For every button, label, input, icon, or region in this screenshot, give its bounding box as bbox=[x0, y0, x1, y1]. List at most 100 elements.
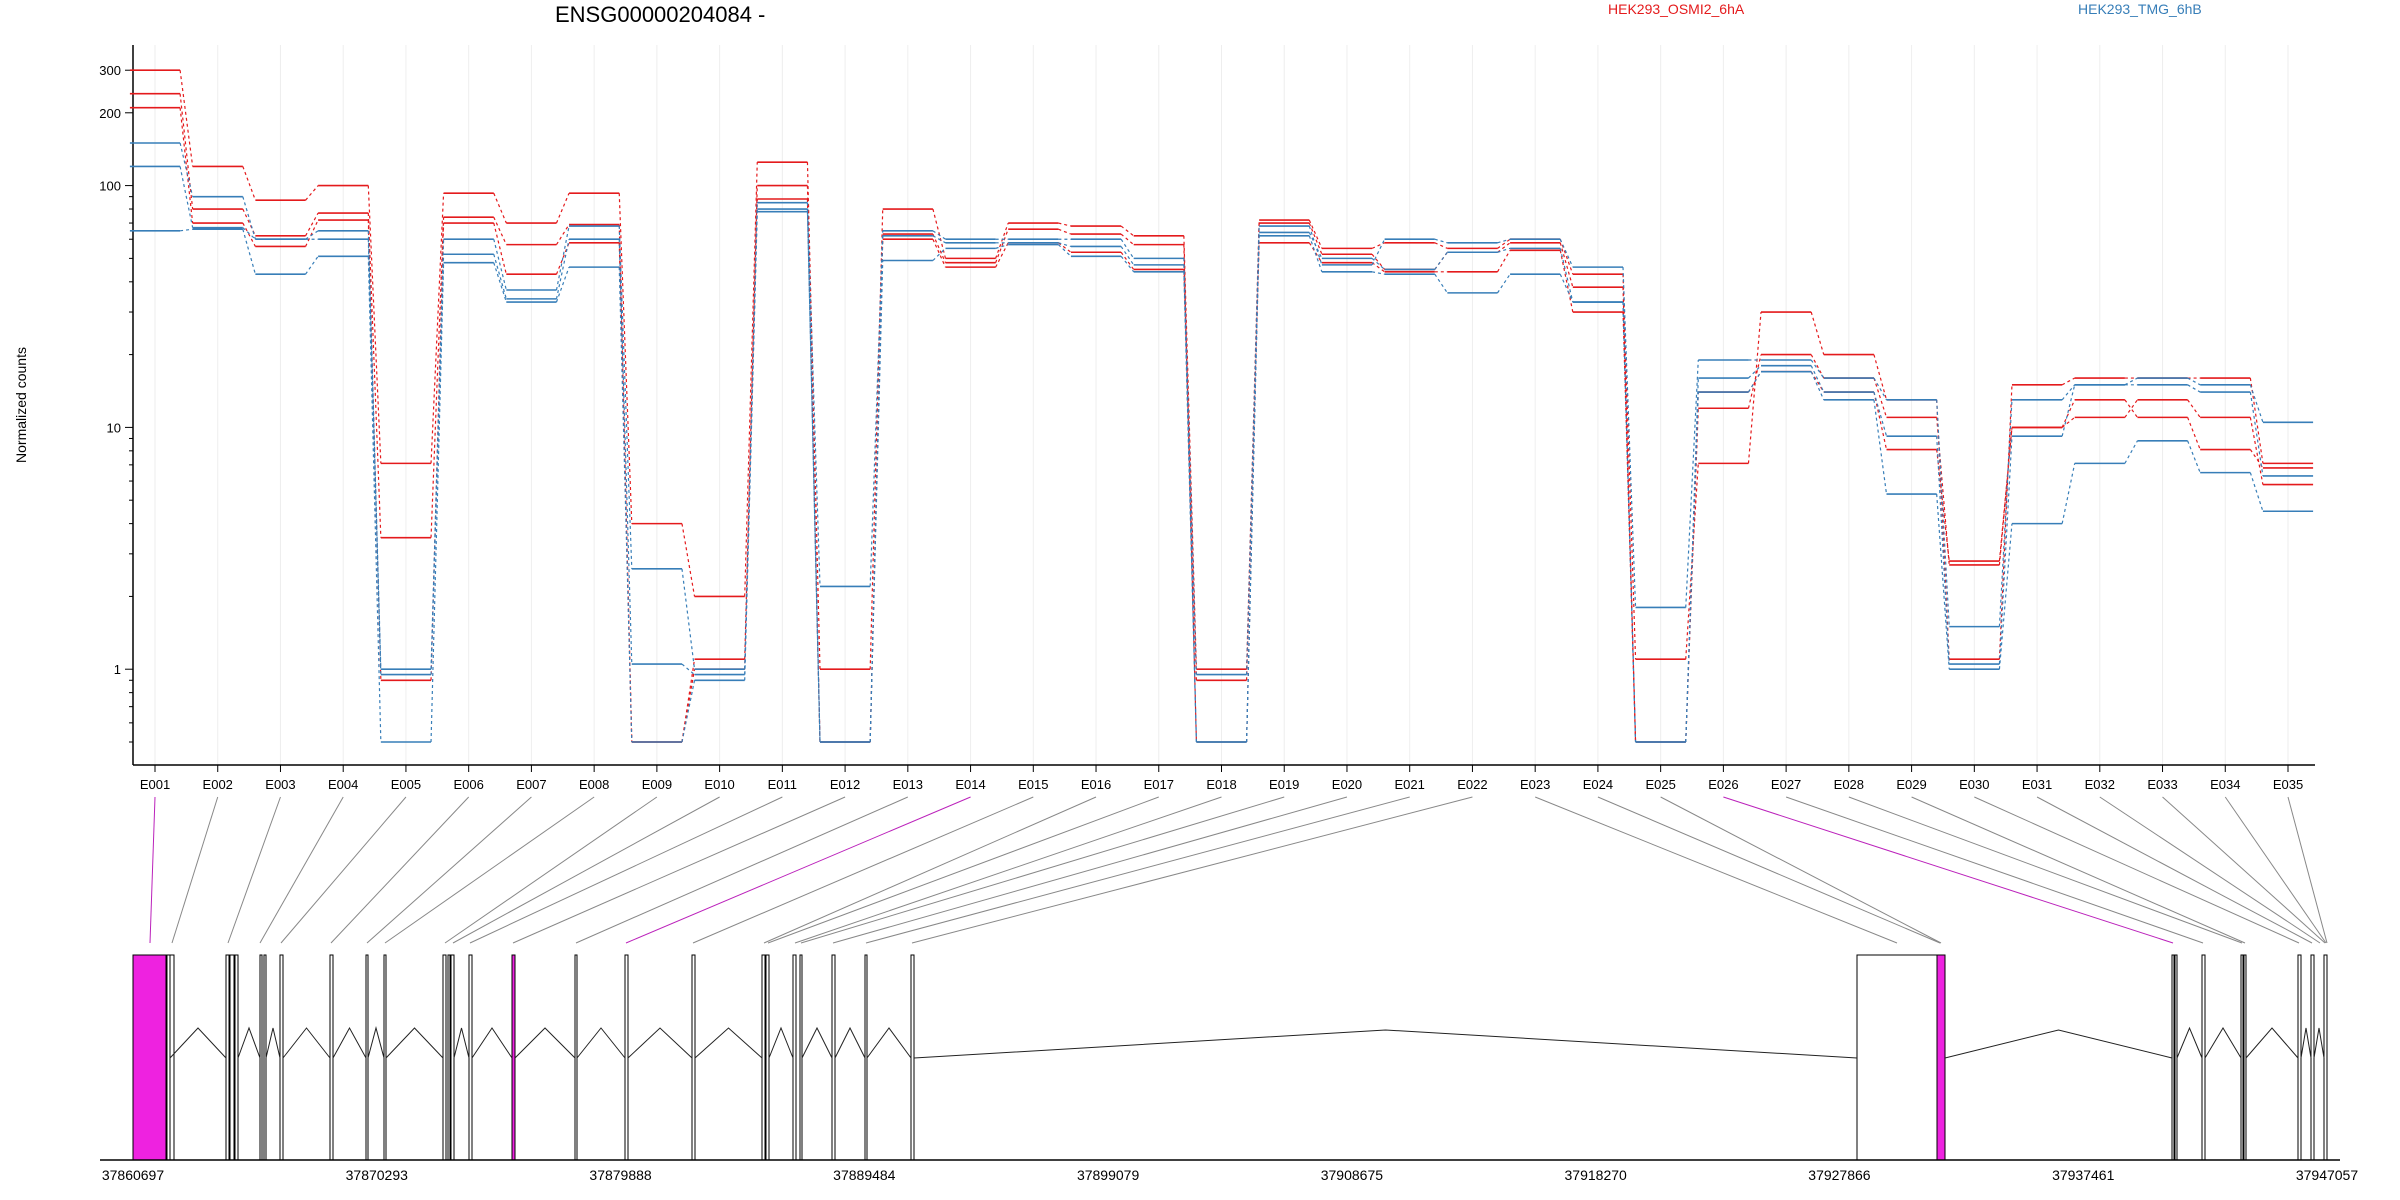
exon-box bbox=[2323, 954, 2328, 1161]
series-connector bbox=[869, 209, 884, 670]
series-connector bbox=[1497, 238, 1511, 249]
intron bbox=[866, 1027, 912, 1059]
exon-connector bbox=[384, 796, 595, 944]
intron bbox=[237, 1026, 261, 1059]
x-tick-label: E018 bbox=[1206, 777, 1236, 792]
intron bbox=[169, 1027, 227, 1059]
series-HEK293_TMG_6hB-3 bbox=[129, 142, 2314, 676]
series-connector bbox=[1936, 417, 1950, 565]
exon-box bbox=[624, 954, 629, 1161]
intron bbox=[367, 1026, 385, 1059]
series-connector bbox=[1998, 436, 2013, 665]
exon-box bbox=[442, 954, 447, 1161]
intron bbox=[834, 1026, 866, 1059]
introns bbox=[169, 1026, 2325, 1059]
series-connector bbox=[744, 162, 758, 597]
x-tick-label: E013 bbox=[893, 777, 923, 792]
series-connector bbox=[1245, 226, 1260, 675]
genome-coordinate-label: 37927866 bbox=[1808, 1167, 1871, 1183]
exon-connector bbox=[171, 796, 219, 944]
series-connector bbox=[1998, 427, 2013, 562]
exon-connector bbox=[452, 796, 720, 944]
series-connector bbox=[1810, 354, 1825, 379]
series-connector bbox=[2124, 377, 2138, 386]
x-tick-label: E012 bbox=[830, 777, 860, 792]
exon-box bbox=[2297, 954, 2302, 1161]
series-connector bbox=[1497, 273, 1511, 294]
intron bbox=[576, 1027, 626, 1059]
exon-connector bbox=[2287, 796, 2328, 944]
series-connector bbox=[430, 193, 445, 464]
series-connector bbox=[367, 213, 382, 538]
exon-connector bbox=[512, 796, 846, 944]
exon-connector bbox=[794, 796, 1222, 944]
intron bbox=[471, 1027, 513, 1059]
series-connector bbox=[242, 229, 256, 275]
exon-box-highlight bbox=[511, 954, 516, 1161]
exon-connector bbox=[280, 796, 407, 944]
x-tick-label: E027 bbox=[1771, 777, 1801, 792]
series-connector bbox=[1559, 238, 1574, 268]
series-connector bbox=[2061, 384, 2076, 401]
axes: 1 10 100 200 300 E001 E002 E003 E004 E005 E006 E007… bbox=[99, 45, 2315, 792]
series-connector bbox=[1873, 399, 1888, 495]
series-connector bbox=[555, 224, 570, 245]
x-tick-label: E029 bbox=[1896, 777, 1926, 792]
grid bbox=[154, 45, 2289, 765]
x-tick-label: E028 bbox=[1834, 777, 1864, 792]
exon-box bbox=[2171, 954, 2175, 1161]
series-connector bbox=[1810, 371, 1825, 401]
series-connector bbox=[1058, 242, 1072, 248]
genome-coordinate-label: 37870293 bbox=[346, 1167, 409, 1183]
series-connector bbox=[2187, 399, 2201, 418]
series-connector bbox=[493, 192, 507, 224]
series-connector bbox=[1057, 244, 1072, 257]
series-connector bbox=[932, 233, 947, 263]
series-connector bbox=[1747, 311, 1762, 464]
series-connector bbox=[2187, 384, 2201, 393]
genome-coordinate-label: 37918270 bbox=[1565, 1167, 1628, 1183]
series-connector bbox=[1622, 267, 1637, 608]
y-tick-label: 200 bbox=[99, 106, 121, 121]
series-connector bbox=[932, 230, 946, 240]
series-connector bbox=[430, 262, 445, 743]
series-connector bbox=[2249, 417, 2264, 485]
series-connector bbox=[2124, 440, 2138, 464]
series-connector bbox=[1873, 377, 1888, 418]
exon-connector bbox=[330, 796, 470, 944]
series-connector bbox=[1685, 359, 1699, 608]
series-connector bbox=[1058, 222, 1072, 227]
series-connector bbox=[618, 193, 633, 524]
intron bbox=[1944, 1029, 2173, 1059]
series-connector bbox=[932, 235, 946, 244]
series-connector bbox=[869, 230, 884, 587]
x-tick-label: E015 bbox=[1018, 777, 1048, 792]
intron bbox=[2245, 1027, 2299, 1059]
exon-connector bbox=[2224, 796, 2327, 944]
series-connector bbox=[430, 254, 445, 675]
chart-title: ENSG00000204084 - bbox=[555, 2, 765, 27]
series-layer bbox=[129, 69, 2314, 743]
series-connector bbox=[681, 663, 695, 676]
series-connector bbox=[1434, 238, 1448, 244]
series-connector bbox=[1748, 365, 1762, 379]
series-connector bbox=[1120, 238, 1135, 259]
series-connector bbox=[618, 226, 633, 569]
exon-box bbox=[2243, 954, 2247, 1161]
series-connector bbox=[995, 222, 1009, 259]
series-connector bbox=[179, 166, 194, 228]
exon-connector bbox=[259, 796, 344, 944]
series-connector bbox=[1058, 242, 1072, 253]
x-tick-label: E006 bbox=[453, 777, 483, 792]
x-tick-label: E033 bbox=[2147, 777, 2177, 792]
exon-connector bbox=[1848, 796, 2243, 944]
series-connector bbox=[493, 239, 507, 291]
series-connector bbox=[493, 222, 507, 275]
series-connector bbox=[1559, 250, 1574, 313]
series-connector bbox=[305, 185, 319, 201]
series-connector bbox=[242, 166, 256, 201]
x-tick-label: E020 bbox=[1332, 777, 1362, 792]
genome-coordinate-label: 37860697 bbox=[102, 1167, 165, 1183]
exon-box bbox=[2240, 954, 2244, 1161]
